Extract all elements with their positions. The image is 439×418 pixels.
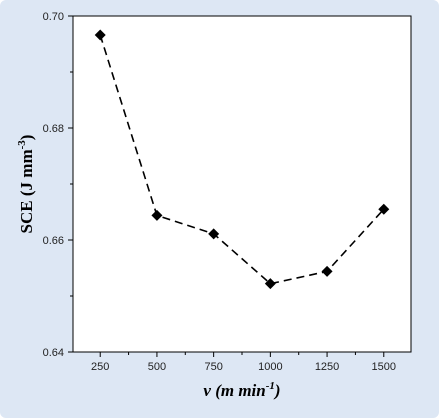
series-line xyxy=(99,34,385,285)
data-point-marker xyxy=(264,278,276,290)
plot-area xyxy=(72,15,412,353)
x-tick-label: 750 xyxy=(204,361,222,373)
y-axis-title: SCE (J mm-3) xyxy=(16,135,36,234)
data-point-marker xyxy=(321,265,333,277)
y-tick-label: 0.66 xyxy=(43,235,64,247)
data-point-marker xyxy=(378,203,390,215)
y-axis-title-sup: -3 xyxy=(16,140,28,150)
y-tick-label: 0.64 xyxy=(43,347,64,359)
data-point-marker xyxy=(94,29,106,41)
data-point-marker xyxy=(208,228,220,240)
x-axis-title-close: ) xyxy=(273,381,281,400)
x-tick-label: 1500 xyxy=(372,361,396,373)
y-tick-label: 0.70 xyxy=(43,11,64,23)
data-point-marker xyxy=(151,209,163,221)
x-tick-label: 500 xyxy=(148,361,166,373)
y-axis-ticks: 0.64 0.66 0.68 0.70 xyxy=(43,11,73,359)
x-tick-label: 1000 xyxy=(258,361,282,373)
x-axis-title: v (m min-1) xyxy=(203,380,280,400)
x-axis-title-unit: (m min xyxy=(211,381,266,400)
y-tick-label: 0.68 xyxy=(43,123,64,135)
y-axis-title-close: ) xyxy=(17,135,36,141)
series-markers xyxy=(94,29,390,290)
x-axis-title-sup: -1 xyxy=(266,380,275,392)
x-axis-ticks: 250 500 750 1000 1250 1500 xyxy=(91,352,396,373)
x-tick-label: 1250 xyxy=(315,361,339,373)
y-axis-title-text: SCE (J mm xyxy=(17,149,36,233)
x-tick-label: 250 xyxy=(91,361,109,373)
x-axis-title-var: v xyxy=(203,381,211,400)
